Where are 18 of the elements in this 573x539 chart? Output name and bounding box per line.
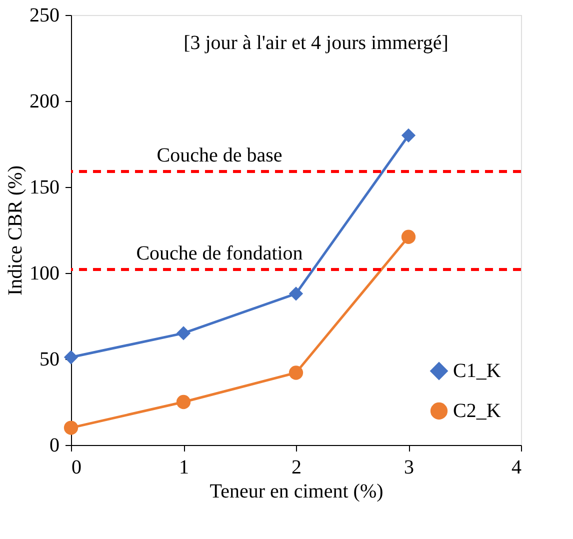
- y-tick-label: 50: [40, 348, 60, 370]
- annotation: [3 jour à l'air et 4 jours immergé]: [184, 32, 448, 54]
- y-tick-label: 150: [30, 176, 60, 198]
- ref-line-label: Couche de base: [156, 144, 282, 167]
- y-tick-label: 0: [50, 434, 60, 456]
- legend-label: C2_K: [453, 400, 502, 422]
- x-tick-label: 2: [292, 456, 302, 478]
- y-tick-label: 200: [30, 90, 60, 112]
- legend-label: C1_K: [453, 360, 502, 382]
- x-tick-label: 4: [512, 456, 522, 478]
- y-axis-title: Indice CBR (%): [4, 166, 26, 296]
- y-tick-label: 100: [30, 262, 60, 284]
- x-axis-title: Teneur en ciment (%): [210, 480, 384, 502]
- ref-line-label: Couche de fondation: [136, 242, 303, 265]
- x-tick-label: 3: [404, 456, 414, 478]
- x-tick-label: 0: [72, 456, 82, 478]
- y-tick-label: 250: [30, 4, 60, 26]
- x-tick-label: 1: [179, 456, 189, 478]
